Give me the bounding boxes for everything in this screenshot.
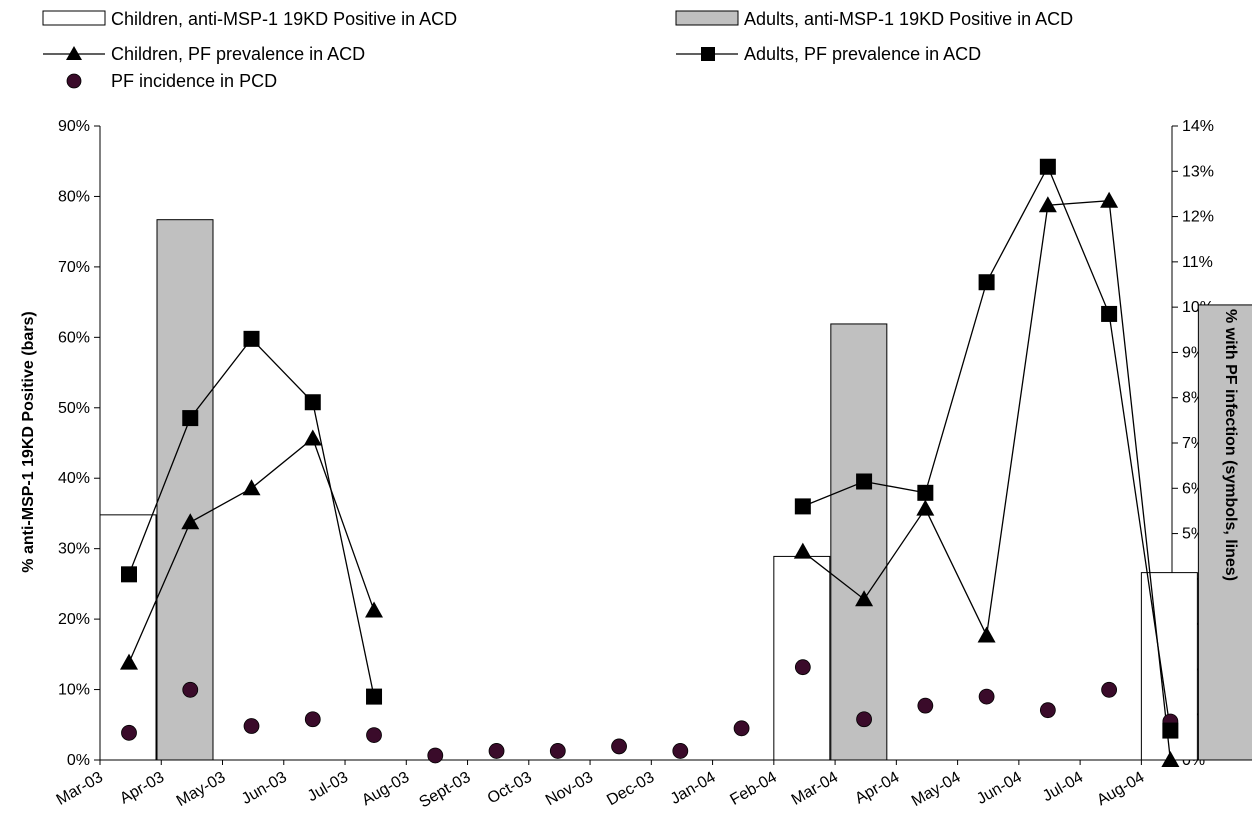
bars-layer [99,219,1252,761]
x-tick-label: Apr-04 [852,769,902,808]
marker-children-prevalence [1038,196,1057,213]
legend-label-adults-bar: Adults, anti-MSP-1 19KD Positive in ACD [744,9,1073,29]
x-tick-label: Aug-03 [359,769,412,810]
y-axis-title-right: % with PF infection (symbols, lines) [1222,309,1239,581]
marker-pf-incidence [917,697,934,714]
x-tick-label: Sept-03 [417,769,474,812]
marker-children-prevalence [1161,751,1180,767]
marker-pf-incidence [427,747,444,764]
marker-children-prevalence [793,542,812,559]
legend-label-incidence: PF incidence in PCD [111,71,277,91]
y-right-tick-label: 13% [1182,163,1214,180]
marker-adults-prevalence [182,410,199,427]
marker-pf-incidence [733,720,750,737]
y-left-tick-label: 20% [58,611,90,628]
x-tick-label: Jun-03 [239,769,290,808]
marker-children-prevalence [977,626,996,643]
y-left-tick-label: 50% [58,400,90,417]
legend-item-children-bar: Children, anti-MSP-1 19KD Positive in AC… [42,9,457,29]
y-left-tick-label: 0% [67,752,90,769]
marker-pf-incidence [243,718,260,734]
y-left-tick-label: 70% [58,259,90,276]
x-tick-label: Jun-04 [974,769,1025,808]
marker-adults-prevalence [1162,722,1179,739]
legend-label-adults-line: Adults, PF prevalence in ACD [744,44,981,64]
marker-pf-incidence [794,659,811,676]
marker-adults-prevalence [794,498,811,515]
marker-pf-incidence [488,743,505,759]
marker-adults-prevalence [121,566,137,583]
legend: Children, anti-MSP-1 19KD Positive in AC… [42,9,1073,91]
x-tick-label: Jul-03 [305,769,351,806]
marker-pf-incidence [366,727,382,743]
marker-adults-prevalence [304,394,321,411]
marker-adults-prevalence [243,330,260,347]
bar-adults-anti-msp1 [830,323,888,761]
y-left-tick-label: 60% [58,329,90,346]
x-tick-label: Jul-04 [1040,769,1086,806]
marker-children-prevalence [120,653,138,670]
legend-item-incidence: PF incidence in PCD [66,71,277,91]
marker-pf-incidence [182,681,199,698]
bar-adults-anti-msp1 [156,219,214,761]
x-tick-label: Oct-03 [485,769,535,808]
axes: 0%10%20%30%40%50%60%70%80%90%0%1%2%3%4%5… [58,118,1214,769]
x-tick-label: Mar-03 [54,769,106,809]
bar-children-anti-msp1 [773,555,831,761]
lines-layer [128,165,1172,761]
y-left-tick-label: 30% [58,541,90,558]
markers-layer [120,158,1180,767]
marker-children-prevalence [1100,191,1119,208]
marker-adults-prevalence [366,688,383,705]
y-left-tick-label: 90% [58,118,90,135]
bar-children-anti-msp1 [99,514,157,761]
y-right-tick-label: 12% [1182,209,1214,226]
x-tick-label: Dec-03 [604,769,657,810]
marker-pf-incidence [856,711,872,728]
bar-adults-anti-msp1 [1197,304,1252,761]
y-left-tick-label: 40% [58,470,90,487]
marker-children-prevalence [365,601,384,618]
x-tick-label: Feb-04 [727,769,779,809]
x-tick-label: Nov-03 [543,769,596,810]
marker-adults-prevalence [978,274,995,291]
x-tick-label: May-03 [174,769,229,810]
x-tick-label: Mar-04 [789,769,841,809]
x-tick-label: Jan-04 [668,769,719,808]
legend-item-adults-bar: Adults, anti-MSP-1 19KD Positive in ACD [675,9,1073,29]
x-axis-tick-labels: Mar-03 Apr-03 May-03 Jun-03 Jul-03 Aug-03 Sept… [54,769,1148,812]
marker-pf-incidence [549,743,566,759]
marker-children-prevalence [181,513,200,530]
legend-label-children-bar: Children, anti-MSP-1 19KD Positive in AC… [111,9,457,29]
x-tick-label: Aug-04 [1094,769,1147,810]
marker-pf-incidence [672,743,689,759]
marker-adults-prevalence [917,484,934,501]
y-right-tick-label: 14% [1182,118,1214,135]
marker-adults-prevalence [856,473,873,490]
marker-children-prevalence [916,499,935,516]
y-right-tick-label: 11% [1182,254,1213,271]
marker-adults-prevalence [1101,305,1118,322]
marker-pf-incidence [978,688,995,705]
marker-children-prevalence [242,479,261,496]
marker-pf-incidence [1039,702,1056,719]
marker-children-prevalence [855,590,874,607]
y-axis-title-left: % anti-MSP-1 19KD Positive (bars) [20,311,37,572]
y-left-tick-label: 10% [58,682,90,699]
marker-pf-incidence [611,738,627,755]
x-tick-label: May-04 [909,769,964,810]
y-left-tick-label: 80% [58,188,90,205]
marker-pf-incidence [304,711,321,728]
legend-item-children-line: Children, PF prevalence in ACD [43,44,365,64]
marker-children-prevalence [303,429,322,446]
x-tick-label: Apr-03 [117,769,167,808]
legend-label-children-line: Children, PF prevalence in ACD [111,44,365,64]
marker-pf-incidence [1101,681,1118,698]
marker-adults-prevalence [1039,158,1056,175]
legend-item-adults-line: Adults, PF prevalence in ACD [676,44,981,64]
marker-pf-incidence [121,724,137,741]
